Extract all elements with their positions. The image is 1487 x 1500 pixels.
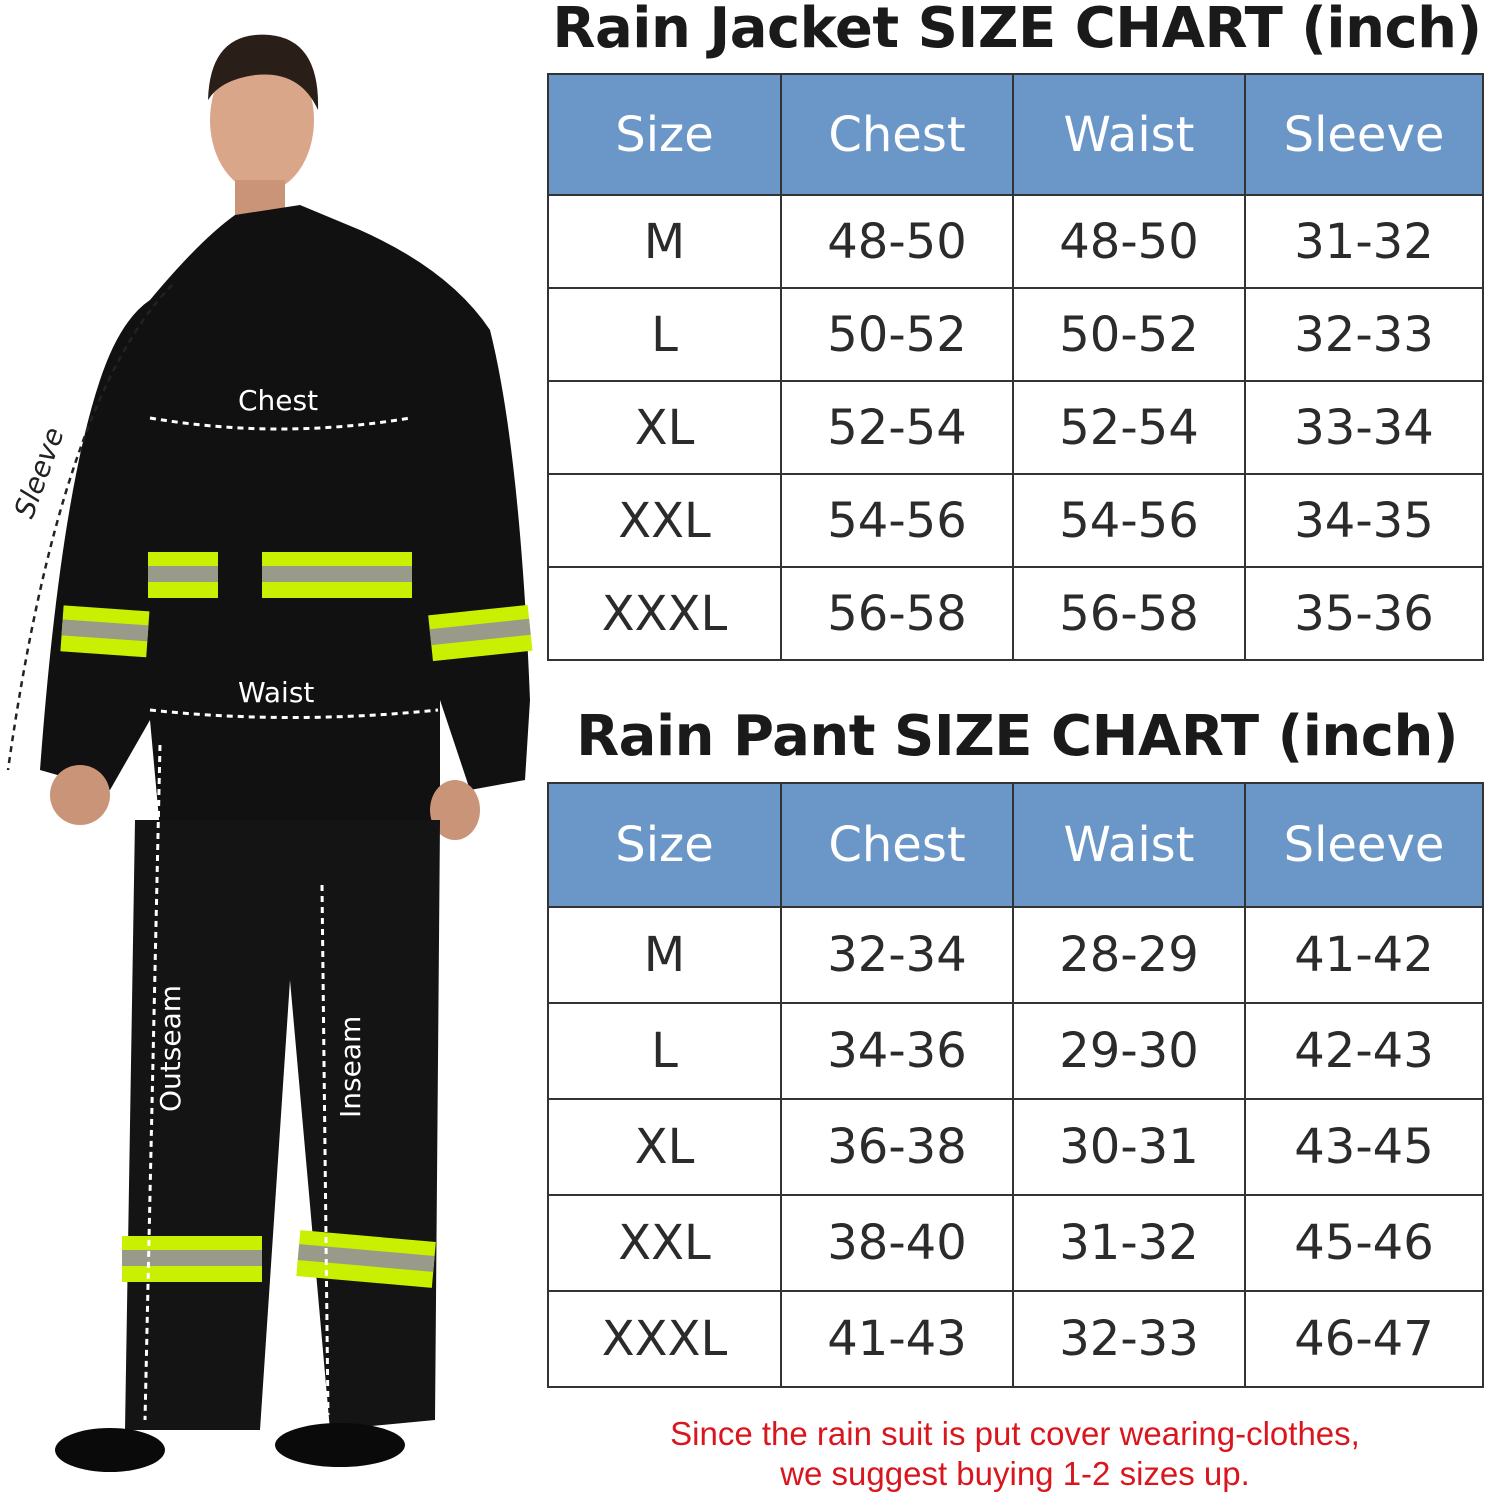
measure-cell: 32-33 <box>1244 287 1484 382</box>
measure-cell: 56-58 <box>780 566 1014 661</box>
measure-cell: 54-56 <box>780 473 1014 568</box>
size-cell: XXXL <box>547 566 782 661</box>
table-row: L 50-52 50-52 32-33 <box>547 287 1484 382</box>
table-row: XXXL 56-58 56-58 35-36 <box>547 566 1484 661</box>
header-cell: Sleeve <box>1244 73 1484 196</box>
measure-cell: 56-58 <box>1012 566 1246 661</box>
size-cell: XXL <box>547 473 782 568</box>
header-cell: Chest <box>780 782 1014 908</box>
measure-cell: 45-46 <box>1244 1194 1484 1292</box>
measure-cell: 31-32 <box>1012 1194 1246 1292</box>
measure-cell: 33-34 <box>1244 380 1484 475</box>
jacket-chart-title: Rain Jacket SIZE CHART (inch) <box>552 0 1482 61</box>
chest-measure-line <box>149 416 411 431</box>
reflective-stripes <box>60 552 533 1288</box>
note-line-2: we suggest buying 1-2 sizes up. <box>780 1455 1250 1492</box>
inseam-label: Inseam <box>334 1016 367 1118</box>
measure-cell: 29-30 <box>1012 1002 1246 1100</box>
measure-cell: 35-36 <box>1244 566 1484 661</box>
measure-cell: 43-45 <box>1244 1098 1484 1196</box>
measure-cell: 41-43 <box>780 1290 1014 1388</box>
inseam-measure-line <box>320 884 330 1416</box>
rain-pants <box>125 820 440 1430</box>
measure-cell: 30-31 <box>1012 1098 1246 1196</box>
waist-label: Waist <box>238 676 314 709</box>
header-cell: Sleeve <box>1244 782 1484 908</box>
size-cell: M <box>547 906 782 1004</box>
measure-cell: 36-38 <box>780 1098 1014 1196</box>
measure-cell: 46-47 <box>1244 1290 1484 1388</box>
measure-cell: 48-50 <box>1012 194 1246 289</box>
sizing-note: Since the rain suit is put cover wearing… <box>560 1414 1470 1494</box>
header-cell: Size <box>547 782 782 908</box>
size-cell: M <box>547 194 782 289</box>
measure-cell: 28-29 <box>1012 906 1246 1004</box>
outseam-measure-line <box>143 744 162 1421</box>
header-cell: Waist <box>1012 782 1246 908</box>
table-row: L 34-36 29-30 42-43 <box>547 1002 1484 1100</box>
note-line-1: Since the rain suit is put cover wearing… <box>670 1415 1360 1452</box>
measure-cell: 31-32 <box>1244 194 1484 289</box>
header-cell: Waist <box>1012 73 1246 196</box>
table-row: XL 36-38 30-31 43-45 <box>547 1098 1484 1196</box>
model-head <box>210 48 314 192</box>
measure-cell: 34-36 <box>780 1002 1014 1100</box>
table-row: M 32-34 28-29 41-42 <box>547 906 1484 1004</box>
jacket-size-table: Size Chest Waist Sleeve M 48-50 48-50 31-32… <box>547 73 1484 661</box>
measure-cell: 52-54 <box>780 380 1014 475</box>
measure-cell: 54-56 <box>1012 473 1246 568</box>
table-header-row: Size Chest Waist Sleeve <box>547 782 1484 908</box>
outseam-label: Outseam <box>154 985 187 1112</box>
measure-cell: 50-52 <box>1012 287 1246 382</box>
measure-cell: 52-54 <box>1012 380 1246 475</box>
table-row: XXXL 41-43 32-33 46-47 <box>547 1290 1484 1388</box>
waist-measure-line <box>149 708 439 719</box>
measure-cell: 38-40 <box>780 1194 1014 1292</box>
model-photo: Chest Waist Outseam Inseam Sleeve <box>6 34 533 1472</box>
pant-size-table: Size Chest Waist Sleeve M 32-34 28-29 41-42… <box>547 782 1484 1388</box>
table-row: XXL 54-56 54-56 34-35 <box>547 473 1484 568</box>
size-cell: XXL <box>547 1194 782 1292</box>
measure-cell: 50-52 <box>780 287 1014 382</box>
measure-cell: 32-33 <box>1012 1290 1246 1388</box>
sleeve-measure-line <box>6 284 173 771</box>
chest-label: Chest <box>238 384 318 417</box>
measure-cell: 41-42 <box>1244 906 1484 1004</box>
sleeve-label: Sleeve <box>8 423 71 522</box>
rain-jacket <box>40 205 530 830</box>
table-row: XXL 38-40 31-32 45-46 <box>547 1194 1484 1292</box>
measure-cell: 32-34 <box>780 906 1014 1004</box>
measure-cell: 34-35 <box>1244 473 1484 568</box>
measure-cell: 42-43 <box>1244 1002 1484 1100</box>
size-cell: L <box>547 1002 782 1100</box>
table-header-row: Size Chest Waist Sleeve <box>547 73 1484 196</box>
table-row: XL 52-54 52-54 33-34 <box>547 380 1484 475</box>
pant-chart-title: Rain Pant SIZE CHART (inch) <box>576 704 1458 769</box>
size-cell: XL <box>547 380 782 475</box>
size-cell: XL <box>547 1098 782 1196</box>
model-hair <box>208 34 319 110</box>
table-row: M 48-50 48-50 31-32 <box>547 194 1484 289</box>
measure-cell: 48-50 <box>780 194 1014 289</box>
size-cell: XXXL <box>547 1290 782 1388</box>
header-cell: Chest <box>780 73 1014 196</box>
header-cell: Size <box>547 73 782 196</box>
size-cell: L <box>547 287 782 382</box>
